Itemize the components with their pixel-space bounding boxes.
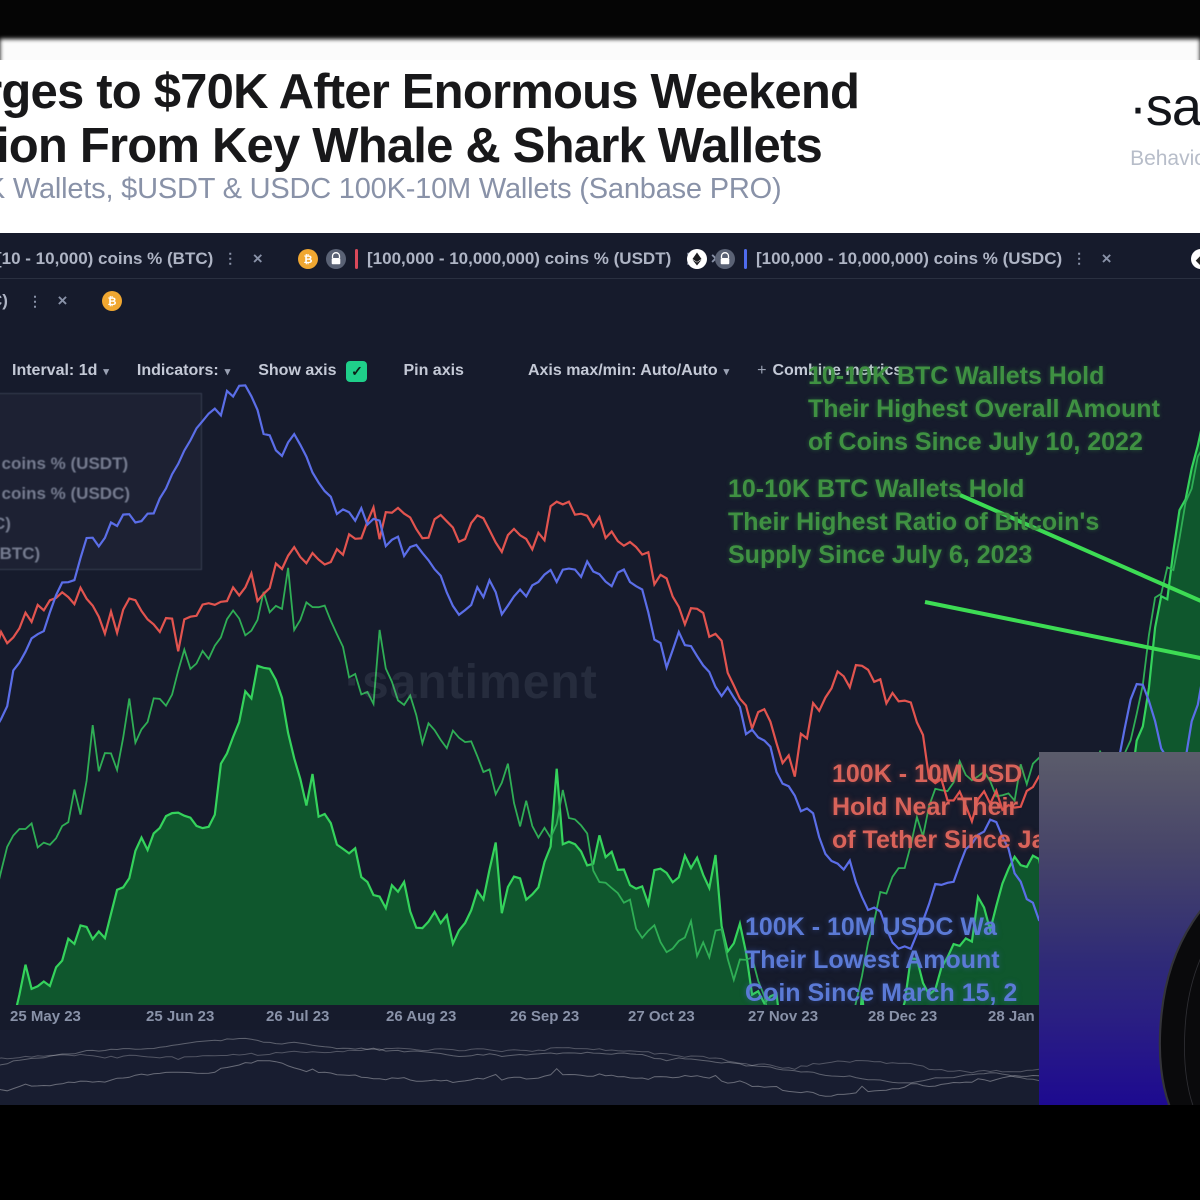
svg-text:₿: ₿ [304, 254, 313, 266]
svg-text:◆: ◆ [1195, 252, 1200, 267]
svg-text:₿: ₿ [108, 296, 117, 308]
